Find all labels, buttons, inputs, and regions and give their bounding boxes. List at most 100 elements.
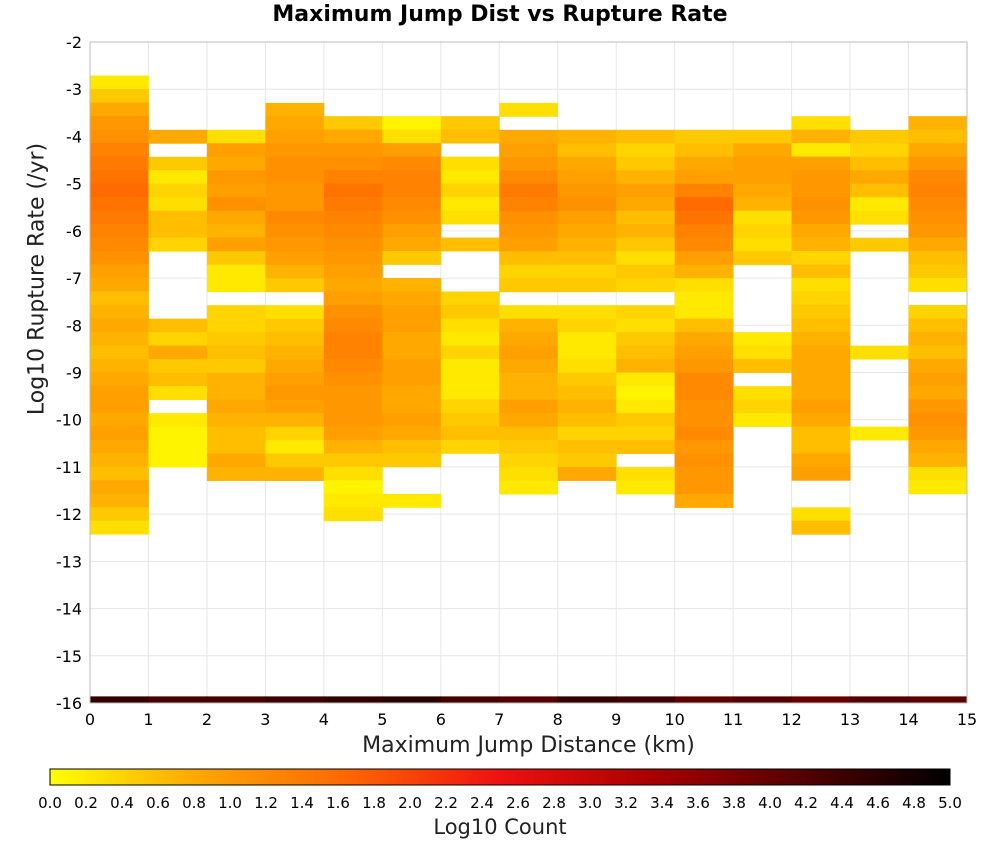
heatmap-cell bbox=[90, 264, 149, 279]
heatmap-cell bbox=[908, 439, 968, 454]
heatmap-cell bbox=[908, 210, 968, 225]
heatmap-cell bbox=[791, 143, 851, 157]
colorbar-tick-label: 1.8 bbox=[362, 794, 386, 812]
x-tick-label: 7 bbox=[494, 710, 504, 729]
y-axis-label: Log10 Rupture Rate (/yr) bbox=[24, 142, 50, 416]
heatmap-cell bbox=[265, 116, 325, 131]
heatmap-cell bbox=[265, 278, 325, 293]
heatmap-cell bbox=[674, 386, 734, 401]
heatmap-cell bbox=[557, 143, 617, 158]
heatmap-cell bbox=[382, 385, 442, 400]
heatmap-cell bbox=[616, 251, 676, 266]
heatmap-cell bbox=[323, 426, 383, 441]
heatmap-cell bbox=[206, 359, 266, 374]
y-tick-labels: -2 -3 -4 -5 -6 -7 -8 -9 -10 -11 -12 -13 -14 -15 -16 bbox=[56, 33, 82, 713]
colorbar-tick-label: 2.6 bbox=[506, 794, 530, 812]
x-tick-label: 3 bbox=[260, 710, 270, 729]
heatmap-cell bbox=[90, 453, 149, 468]
y-tick-label: -12 bbox=[56, 505, 82, 524]
y-tick-label: -7 bbox=[66, 269, 82, 288]
heatmap-cell bbox=[90, 223, 149, 238]
heatmap-cells bbox=[90, 75, 968, 703]
heatmap-cell bbox=[557, 129, 617, 144]
heatmap-cell bbox=[206, 399, 266, 414]
colorbar-tick-label: 4.0 bbox=[758, 794, 782, 812]
heatmap-cell bbox=[90, 89, 149, 103]
heatmap-cell bbox=[382, 426, 442, 441]
heatmap-cell bbox=[616, 399, 676, 414]
heatmap-cell bbox=[265, 224, 325, 239]
heatmap-cell bbox=[440, 304, 500, 319]
x-tick-label: 12 bbox=[781, 710, 801, 729]
heatmap-cell bbox=[90, 412, 149, 427]
heatmap-cell bbox=[90, 210, 149, 225]
heatmap-cell bbox=[908, 372, 968, 387]
heatmap-cell bbox=[265, 143, 325, 158]
heatmap-cell bbox=[557, 278, 617, 293]
heatmap-cell bbox=[616, 332, 676, 347]
heatmap-cell bbox=[908, 399, 968, 414]
colorbar-tick-label: 2.2 bbox=[434, 794, 458, 812]
heatmap-cell bbox=[148, 170, 208, 185]
heatmap-cell bbox=[323, 466, 383, 481]
heatmap-cell bbox=[791, 426, 851, 441]
heatmap-cell bbox=[206, 224, 266, 239]
heatmap-cell bbox=[90, 196, 149, 211]
heatmap-cell bbox=[382, 237, 442, 252]
heatmap-cell bbox=[90, 156, 149, 171]
heatmap-cell bbox=[791, 399, 851, 414]
colorbar-tick-label: 0.8 bbox=[182, 794, 206, 812]
heatmap-cell bbox=[791, 224, 851, 238]
heatmap-cell bbox=[265, 413, 325, 428]
colorbar-tick-label: 0.2 bbox=[74, 794, 98, 812]
heatmap-cell bbox=[148, 372, 208, 387]
heatmap-cell bbox=[90, 399, 149, 414]
heatmap-cell bbox=[791, 318, 851, 333]
x-tick-label: 1 bbox=[143, 710, 153, 729]
heatmap-cell bbox=[791, 129, 851, 144]
heatmap-cell bbox=[206, 264, 266, 279]
heatmap-cell bbox=[850, 426, 909, 441]
heatmap-cell bbox=[908, 156, 968, 171]
heatmap-cell bbox=[499, 345, 559, 360]
heatmap-cell bbox=[382, 412, 442, 427]
heatmap-cell bbox=[557, 696, 617, 703]
heatmap-cell bbox=[850, 345, 909, 360]
heatmap-cell bbox=[557, 197, 617, 212]
heatmap-cell bbox=[148, 332, 208, 347]
heatmap-cell bbox=[733, 332, 792, 347]
heatmap-cell bbox=[440, 129, 500, 144]
heatmap-cell bbox=[440, 412, 500, 427]
heatmap-cell bbox=[90, 345, 149, 360]
x-tick-label: 8 bbox=[553, 710, 563, 729]
heatmap-cell bbox=[440, 170, 500, 184]
heatmap-cell bbox=[323, 143, 383, 157]
heatmap-cell bbox=[382, 129, 442, 144]
x-tick-label: 11 bbox=[723, 710, 743, 729]
heatmap-cell bbox=[908, 466, 968, 481]
heatmap-cell bbox=[557, 359, 617, 374]
heatmap-cell bbox=[616, 170, 676, 185]
heatmap-cell bbox=[440, 345, 500, 360]
heatmap-cell bbox=[148, 453, 208, 468]
y-tick-label: -6 bbox=[66, 222, 82, 241]
x-tick-label: 5 bbox=[377, 710, 387, 729]
heatmap-cell bbox=[90, 75, 149, 90]
heatmap-cell bbox=[557, 386, 617, 401]
heatmap-cell bbox=[265, 183, 325, 198]
heatmap-cell bbox=[265, 237, 325, 252]
heatmap-cell bbox=[440, 358, 500, 373]
heatmap-cell bbox=[206, 156, 266, 171]
heatmap-cell bbox=[265, 467, 325, 482]
heatmap-cell bbox=[382, 197, 442, 211]
heatmap-cell bbox=[265, 129, 325, 144]
x-tick-label: 6 bbox=[436, 710, 446, 729]
x-axis-label: Maximum Jump Distance (km) bbox=[362, 733, 695, 758]
heatmap-cell bbox=[382, 170, 442, 184]
heatmap-cell bbox=[733, 399, 792, 414]
heatmap-cell bbox=[382, 439, 442, 454]
heatmap-cell bbox=[206, 318, 266, 333]
x-tick-label: 9 bbox=[611, 710, 621, 729]
heatmap-cell bbox=[791, 412, 851, 427]
